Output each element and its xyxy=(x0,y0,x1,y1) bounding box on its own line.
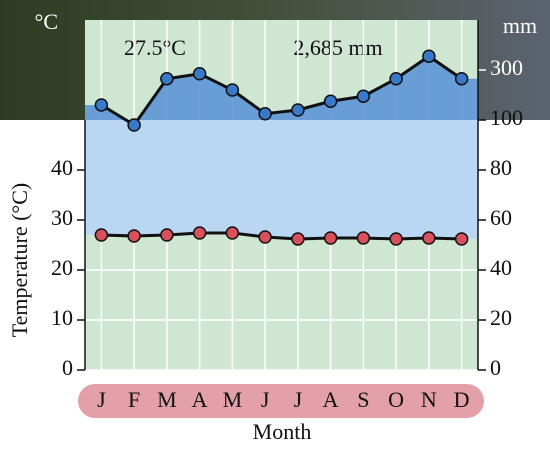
data-point xyxy=(389,232,403,246)
data-point xyxy=(94,228,109,242)
annotation: 27.5°C xyxy=(124,35,186,60)
data-point xyxy=(356,89,371,103)
humid-area xyxy=(85,120,478,239)
month-band xyxy=(78,384,484,418)
data-point xyxy=(291,103,305,117)
data-point xyxy=(94,98,109,112)
y2-tick-label: 80 xyxy=(490,155,512,180)
y2-tick-label: 20 xyxy=(490,305,512,330)
x-tick-label: O xyxy=(388,387,404,412)
data-point xyxy=(127,229,141,243)
data-point xyxy=(225,226,240,240)
data-point xyxy=(323,94,338,108)
x-tick-label: A xyxy=(192,387,208,412)
y-axis-label: Temperature (°C) xyxy=(7,183,32,337)
data-point xyxy=(258,107,272,121)
data-point xyxy=(323,231,338,245)
x-tick-label: D xyxy=(454,387,470,412)
data-point xyxy=(422,49,436,63)
x-tick-label: M xyxy=(223,387,243,412)
data-point xyxy=(258,230,272,244)
y2-tick-label: 40 xyxy=(490,255,512,280)
x-tick-label: S xyxy=(357,387,369,412)
data-point xyxy=(454,72,469,86)
data-point xyxy=(291,232,305,246)
data-point xyxy=(422,231,436,245)
y-tick-label: 10 xyxy=(51,305,73,330)
wet-area xyxy=(85,56,478,125)
data-point xyxy=(225,83,240,97)
y-tick-label: 20 xyxy=(51,255,73,280)
x-tick-label: M xyxy=(157,387,177,412)
y-tick-label: 30 xyxy=(51,205,73,230)
y2-tick-label: 60 xyxy=(490,205,512,230)
data-point xyxy=(160,228,174,242)
y-tick-label: 0 xyxy=(62,355,73,380)
x-tick-label: N xyxy=(421,387,437,412)
data-point xyxy=(389,72,403,86)
x-tick-label: A xyxy=(323,387,339,412)
data-point xyxy=(192,226,207,240)
x-tick-label: J xyxy=(261,387,270,412)
y-tick-label: 40 xyxy=(51,155,73,180)
x-tick-label: J xyxy=(97,387,106,412)
data-point xyxy=(192,67,207,81)
x-tick-label: J xyxy=(294,387,303,412)
data-point xyxy=(454,232,469,246)
x-axis-label: Month xyxy=(253,419,312,444)
data-point xyxy=(127,118,141,132)
y-unit: °C xyxy=(35,9,58,34)
x-tick-label: F xyxy=(128,387,140,412)
data-point xyxy=(160,72,174,86)
y2-tick-label: 100 xyxy=(490,105,523,130)
y2-unit: mm xyxy=(503,13,537,38)
data-point xyxy=(356,231,371,245)
y2-tick-label: 300 xyxy=(490,55,523,80)
y2-tick-label: 0 xyxy=(490,355,501,380)
annotation: 2,685 mm xyxy=(293,35,382,60)
